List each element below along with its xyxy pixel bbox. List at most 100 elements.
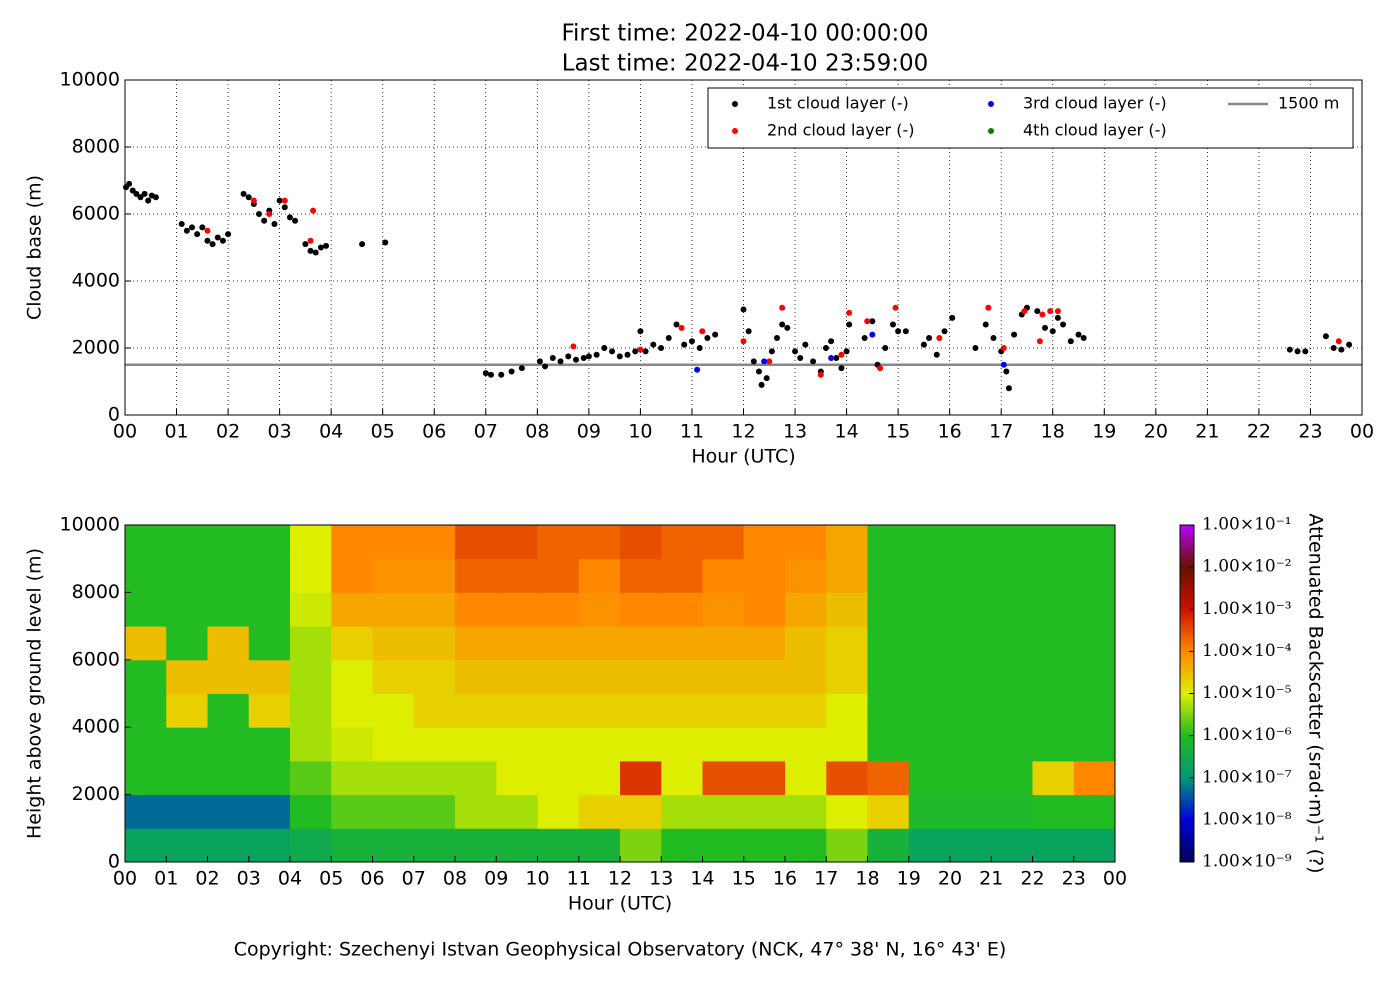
point: [889, 321, 896, 328]
heat-cell: [207, 794, 250, 829]
heat-cell: [578, 558, 621, 593]
point: [302, 241, 309, 248]
heat-cell: [620, 794, 662, 829]
point: [642, 348, 649, 355]
heat-cell: [496, 760, 538, 796]
heat-cell: [207, 760, 250, 796]
heat-cell: [578, 760, 621, 796]
heat-cell: [455, 558, 497, 593]
point: [323, 242, 330, 249]
heat-cell: [248, 558, 291, 593]
point: [926, 334, 933, 341]
heat-cell: [785, 592, 827, 627]
x-tick-label: 18: [855, 868, 879, 890]
point: [665, 334, 672, 341]
point: [972, 345, 979, 351]
heat-cell: [1032, 760, 1075, 796]
heat-cell: [1073, 592, 1116, 627]
heat-cell: [661, 626, 703, 661]
point: [518, 365, 525, 372]
heat-cell: [991, 659, 1033, 694]
legend-label: 1500 m: [1278, 94, 1339, 113]
x-tick-label: 08: [525, 421, 549, 443]
point: [745, 328, 752, 335]
x-tick-label: 15: [886, 421, 910, 443]
point: [810, 358, 817, 365]
point: [1322, 333, 1329, 340]
heat-cell: [331, 626, 373, 661]
point: [616, 353, 623, 360]
heat-cell: [372, 760, 415, 796]
heat-cell: [908, 828, 951, 863]
point: [792, 348, 799, 355]
heat-cell: [867, 727, 910, 762]
point: [1330, 345, 1337, 351]
point: [1346, 341, 1353, 348]
point: [286, 214, 293, 221]
heat-cell: [743, 693, 786, 728]
colorbar-tick-label: 1.00×10⁻¹: [1202, 515, 1292, 535]
x-tick-label: 05: [371, 421, 395, 443]
x-tick-label: 21: [979, 868, 1003, 890]
heat-cell: [372, 558, 415, 593]
colorbar-tick-label: 1.00×10⁻⁵: [1202, 683, 1292, 703]
heat-cell: [620, 525, 662, 560]
colorbar-label: Attenuated Backscatter (srad·m)⁻¹ (?): [1305, 513, 1327, 873]
heat-cell: [785, 626, 827, 661]
x-tick-label: 22: [1020, 868, 1044, 890]
point: [189, 224, 196, 231]
x-tick-label: 16: [938, 421, 962, 443]
heat-cell: [1032, 659, 1075, 694]
heat-cell: [991, 693, 1033, 728]
point: [1294, 348, 1301, 355]
colorbar-tick-label: 1.00×10⁻⁴: [1202, 641, 1292, 661]
heat-cell: [372, 794, 415, 829]
x-tick-label: 21: [1195, 421, 1219, 443]
x-tick-label: 11: [680, 421, 704, 443]
legend-label: 1st cloud layer (-): [767, 94, 909, 113]
point: [178, 221, 185, 228]
heat-cell: [950, 626, 992, 661]
heat-cell: [785, 828, 827, 863]
x-tick-label: 06: [422, 421, 446, 443]
heat-cell: [950, 659, 992, 694]
heat-cell: [826, 592, 868, 627]
heat-cell: [991, 525, 1033, 560]
heat-cell: [125, 693, 167, 728]
x-tick-label: 14: [834, 421, 858, 443]
heat-cell: [826, 659, 868, 694]
heat-cell: [125, 525, 167, 560]
x-tick-label: 17: [989, 421, 1013, 443]
heat-cell: [991, 626, 1033, 661]
heat-cell: [372, 592, 415, 627]
heat-cell: [248, 659, 291, 694]
y-axis-label: Height above ground level (m): [24, 548, 46, 839]
x-tick-label: 03: [237, 868, 261, 890]
x-tick-label: 03: [268, 421, 292, 443]
heat-cell: [661, 794, 703, 829]
point: [761, 358, 768, 365]
heat-cell: [991, 794, 1033, 829]
point: [637, 328, 644, 335]
heat-cell: [578, 794, 621, 829]
heat-cell: [413, 525, 456, 560]
heat-cell: [950, 693, 992, 728]
heat-cell: [826, 727, 868, 762]
y-axis-label: Cloud base (m): [24, 175, 46, 320]
heat-cell: [455, 626, 497, 661]
point: [985, 304, 992, 311]
point: [696, 345, 703, 351]
heat-cell: [826, 760, 868, 796]
heat-cell: [455, 727, 497, 762]
point: [240, 190, 247, 197]
point: [256, 211, 263, 217]
point: [624, 351, 631, 358]
point: [307, 247, 314, 254]
point: [1000, 361, 1007, 368]
point: [310, 207, 317, 214]
point: [482, 370, 489, 377]
x-tick-label: 14: [690, 868, 714, 890]
x-tick-label: 10: [525, 868, 549, 890]
y-tick-label: 4000: [72, 716, 120, 738]
heat-cell: [248, 693, 291, 728]
